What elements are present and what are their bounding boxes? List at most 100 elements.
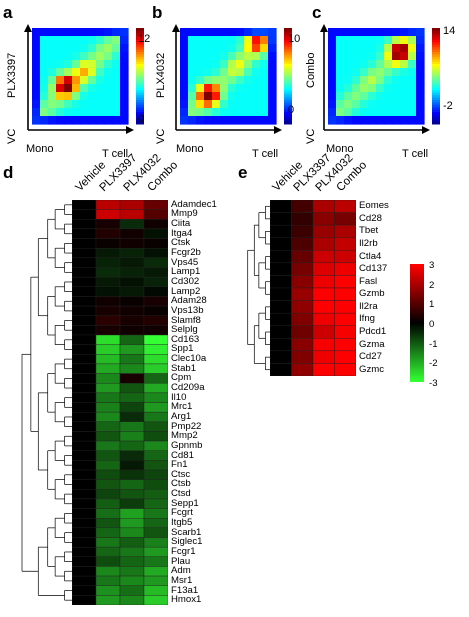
density-cell — [376, 44, 385, 53]
colorbar-segment — [136, 64, 144, 67]
colorbar-segment — [284, 64, 292, 67]
xlabel-right-b: T cell — [252, 148, 279, 160]
colorbar-segment — [432, 116, 440, 120]
heatmap-cell — [119, 450, 145, 461]
density-cell — [244, 52, 253, 61]
panel-label-a: a — [3, 3, 13, 22]
density-cell — [236, 116, 245, 125]
heatmap-cell — [312, 212, 335, 226]
density-cell — [80, 28, 89, 37]
colorbar-segment — [284, 54, 292, 58]
colorbar-segment — [410, 299, 424, 302]
colorbar-segment — [432, 71, 440, 75]
colorbar-segment — [410, 378, 424, 381]
density-cell — [392, 92, 401, 101]
density-cell — [88, 36, 97, 45]
row-label: Plau — [171, 555, 191, 567]
density-cell — [112, 36, 121, 45]
density-cell — [72, 84, 81, 93]
colorbar-segment — [284, 61, 292, 65]
colorbar-segment — [284, 112, 292, 115]
density-cell — [196, 28, 205, 37]
density-cell — [400, 52, 409, 61]
density-cell — [352, 84, 361, 93]
density-cell — [416, 44, 425, 53]
density-cell — [352, 28, 361, 37]
colorbar-segment — [410, 319, 424, 322]
density-cell — [344, 84, 353, 93]
density-cell — [416, 60, 425, 69]
density-cell — [72, 76, 81, 85]
colorbar-segment — [432, 37, 440, 41]
heatmap-cell — [143, 460, 168, 471]
colorbar-segment — [410, 362, 424, 365]
heatmap-cell — [119, 286, 145, 297]
heatmap-cell — [270, 338, 292, 352]
density-cell — [88, 116, 97, 125]
colorbar-segment — [432, 66, 440, 70]
density-cell — [328, 28, 337, 37]
density-cell — [104, 52, 113, 61]
density-cell — [244, 76, 253, 85]
density-cell — [112, 76, 121, 85]
colorbar-segment — [432, 92, 440, 96]
heatmap-cell — [119, 411, 145, 422]
heatmap-cell — [143, 248, 168, 259]
heatmap-cell — [143, 575, 168, 586]
colorbar-segment — [284, 119, 292, 123]
density-cell — [408, 76, 417, 85]
heatmap-cell — [270, 224, 292, 238]
row-label: Spp1 — [171, 343, 194, 355]
colorbar-segment — [284, 90, 292, 94]
heatmap-cell — [119, 238, 145, 249]
heatmap-cell — [143, 489, 168, 500]
colorbar-segment — [136, 76, 144, 79]
heatmap-cell — [291, 363, 314, 376]
colorbar-segment — [410, 301, 424, 304]
colorbar-segment — [284, 47, 292, 51]
y-axis-arrow — [24, 24, 32, 32]
colorbar-segment — [410, 370, 424, 373]
colorbar-segment — [284, 52, 292, 55]
colorbar-segment — [136, 59, 144, 63]
heatmap-cell — [119, 344, 145, 355]
colorbar-segment — [284, 76, 292, 79]
density-cell — [408, 100, 417, 109]
density-cell — [252, 100, 261, 109]
heatmap-cell — [270, 262, 292, 276]
colorbar-segment — [432, 56, 440, 60]
density-cell — [88, 28, 97, 37]
heatmap-cell — [119, 546, 145, 557]
density-cell — [268, 68, 277, 77]
xlabel-left-c: Mono — [326, 143, 354, 155]
density-cell — [344, 92, 353, 101]
colorbar-segment — [284, 107, 292, 111]
heatmap-cell — [95, 508, 121, 519]
density-cell — [416, 76, 425, 85]
heatmap-cell — [119, 296, 145, 307]
density-cell — [408, 116, 417, 125]
density-cell — [188, 60, 197, 69]
density-cell — [384, 28, 393, 37]
heatmap-cell — [270, 237, 292, 251]
density-cell — [104, 108, 113, 117]
density-cell — [188, 36, 197, 45]
colorbar-segment — [432, 35, 440, 39]
density-cell — [228, 100, 237, 109]
density-cell — [212, 108, 221, 117]
density-cell — [188, 44, 197, 53]
density-cell — [328, 92, 337, 101]
density-cell — [360, 100, 369, 109]
heatmap-cell — [72, 354, 97, 365]
heatmap-cell — [143, 585, 168, 596]
colorbar-segment — [432, 30, 440, 34]
density-cell — [196, 68, 205, 77]
heatmap-cell — [95, 402, 121, 413]
density-cell — [196, 108, 205, 117]
density-cell — [120, 84, 129, 93]
heatmap-cell — [119, 228, 145, 239]
colorbar-segment — [284, 68, 292, 72]
heatmap-cell — [270, 200, 292, 213]
density-cell — [384, 108, 393, 117]
density-cell — [180, 116, 189, 125]
